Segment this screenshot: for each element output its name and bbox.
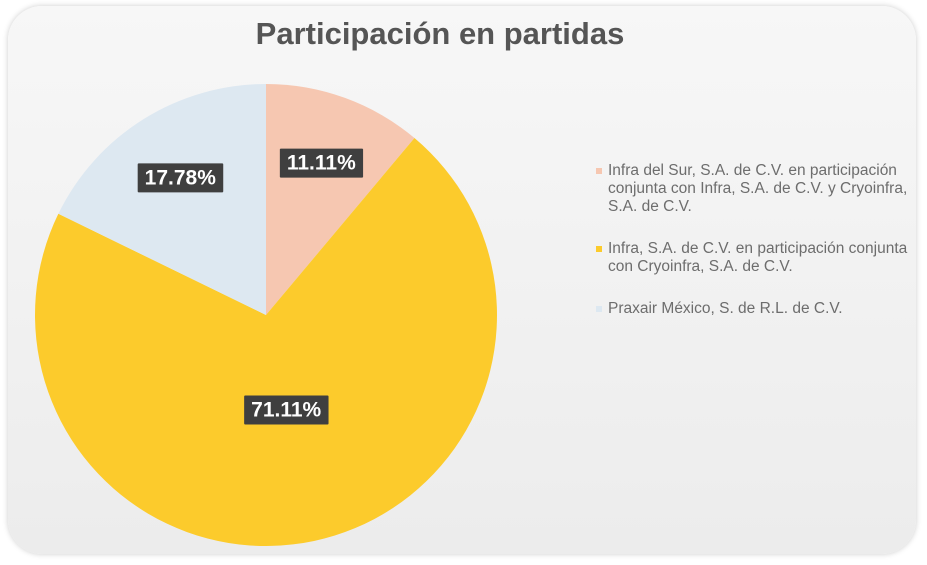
legend-item: Praxair México, S. de R.L. de C.V. (596, 300, 918, 318)
legend-item: Infra, S.A. de C.V. en participación con… (596, 240, 918, 276)
legend-label: Infra del Sur, S.A. de C.V. en participa… (608, 162, 908, 215)
legend-label: Infra, S.A. de C.V. en participación con… (608, 240, 908, 275)
legend-swatch (596, 306, 602, 312)
value-label: 17.78% (145, 166, 217, 189)
pie-slice (35, 138, 497, 546)
legend-swatch (596, 168, 602, 174)
chart-title: Participación en partidas (256, 16, 625, 51)
legend: Infra del Sur, S.A. de C.V. en participa… (596, 162, 918, 342)
value-label-bg (244, 395, 329, 425)
legend-item: Infra del Sur, S.A. de C.V. en participa… (596, 162, 918, 216)
value-label-bg (137, 163, 224, 193)
legend-label: Praxair México, S. de R.L. de C.V. (608, 300, 843, 317)
legend-swatch (596, 246, 602, 252)
value-label: 11.11% (287, 152, 356, 175)
value-label: 71.11% (251, 398, 321, 421)
pie-slice (266, 84, 415, 315)
pie-slice (58, 84, 266, 315)
value-label-bg (279, 148, 364, 178)
